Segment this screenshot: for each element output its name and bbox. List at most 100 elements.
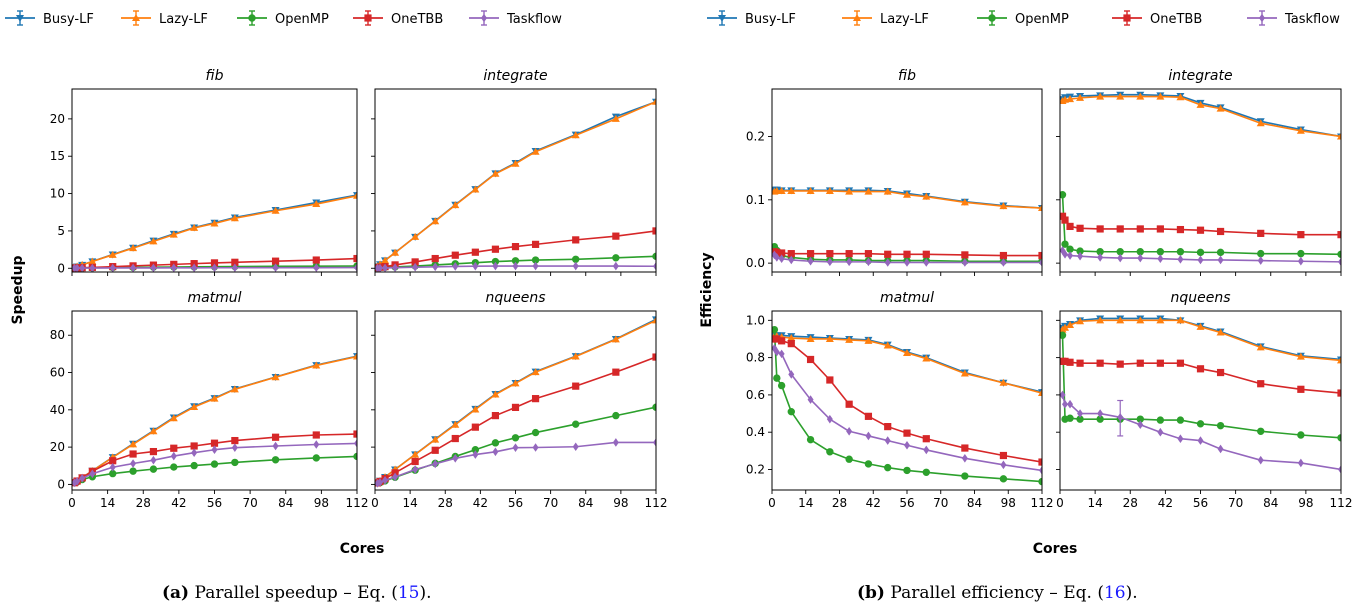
data-point-openmp xyxy=(231,458,239,467)
data-point-openmp xyxy=(531,428,540,437)
legend-label: Taskflow xyxy=(1284,12,1340,27)
data-point-lazy-lf xyxy=(1066,320,1075,328)
data-point-lazy-lf xyxy=(312,361,321,369)
data-point-onetbb xyxy=(312,431,320,439)
data-point-openmp xyxy=(572,420,580,428)
data-point-taskflow xyxy=(89,263,96,273)
data-point-onetbb xyxy=(471,423,479,431)
data-point-onetbb xyxy=(1076,359,1084,367)
data-point-lazy-lf xyxy=(411,232,420,240)
data-point-lazy-lf xyxy=(1116,92,1125,100)
data-point-taskflow xyxy=(354,439,357,448)
data-point-taskflow xyxy=(492,447,499,457)
data-point-openmp xyxy=(1061,240,1069,248)
data-point-lazy-lf xyxy=(1176,316,1185,324)
data-point-taskflow xyxy=(412,465,419,474)
data-point-lazy-lf xyxy=(864,187,873,195)
data-point-onetbb xyxy=(773,248,781,256)
data-point-lazy-lf xyxy=(571,352,580,360)
data-point-taskflow xyxy=(807,256,814,266)
data-point-openmp xyxy=(572,255,580,264)
y-axis-label-efficiency: Efficiency xyxy=(699,252,715,327)
data-point-lazy-lf xyxy=(271,206,280,214)
data-point-taskflow xyxy=(1197,436,1204,445)
data-point-taskflow xyxy=(354,263,357,272)
data-point-taskflow xyxy=(778,254,785,264)
caption-a: (a) Parallel speedup – Eq. (15). xyxy=(162,583,432,603)
data-point-lazy-lf xyxy=(845,187,854,195)
data-point-taskflow xyxy=(452,262,459,271)
panel-title-efficiency-integrate: integrate xyxy=(1168,68,1232,84)
data-point-lazy-lf xyxy=(210,219,219,227)
data-point-onetbb xyxy=(511,403,520,411)
data-point-openmp xyxy=(772,325,779,334)
data-point-taskflow xyxy=(313,440,320,449)
panel-speedup-integrate: integrate xyxy=(371,68,657,276)
data-point-taskflow xyxy=(452,454,459,463)
data-point-lazy-lf xyxy=(845,335,854,343)
legend-label: Lazy-LF xyxy=(880,12,929,27)
panel-frame xyxy=(71,310,358,491)
caption-b-tag: (b) xyxy=(857,583,885,603)
data-point-openmp xyxy=(190,461,198,470)
data-point-taskflow xyxy=(772,250,778,260)
legend-marker xyxy=(364,14,372,22)
caption-a-reference-link[interactable]: 15 xyxy=(397,583,420,603)
data-point-openmp xyxy=(1060,191,1067,199)
data-point-onetbb xyxy=(312,256,320,264)
data-point-lazy-lf xyxy=(149,237,158,245)
x-tick-label: 0 xyxy=(768,496,776,510)
caption-a-tag: (a) xyxy=(162,583,190,603)
x-tick-label: 112 xyxy=(1031,496,1054,510)
data-point-taskflow xyxy=(231,443,238,452)
data-point-onetbb xyxy=(652,353,656,361)
data-point-onetbb xyxy=(961,251,969,259)
x-tick-label: 70 xyxy=(1228,496,1243,510)
data-point-lazy-lf xyxy=(1136,316,1145,324)
data-point-taskflow xyxy=(472,261,479,271)
x-tick-label: 112 xyxy=(645,496,668,510)
data-point-lazy-lf xyxy=(1256,343,1265,351)
series-line-lazy-lf xyxy=(377,100,656,267)
data-point-onetbb xyxy=(1066,222,1074,231)
legend-label: OpenMP xyxy=(275,12,329,27)
data-point-taskflow xyxy=(1097,253,1104,262)
data-point-lazy-lf xyxy=(1216,328,1225,336)
data-point-onetbb xyxy=(1257,229,1265,237)
x-tick-label: 14 xyxy=(1087,496,1102,510)
data-point-lazy-lf xyxy=(806,334,815,342)
data-point-onetbb xyxy=(1060,212,1067,220)
data-point-onetbb xyxy=(1066,358,1074,366)
data-point-taskflow xyxy=(923,445,930,455)
data-point-taskflow xyxy=(904,440,910,450)
data-point-onetbb xyxy=(231,258,239,266)
caption-b-reference-link[interactable]: 16 xyxy=(1103,583,1126,603)
data-point-lazy-lf xyxy=(88,257,97,265)
x-axis-label-cores-b: Cores xyxy=(1033,541,1078,557)
data-point-lazy-lf xyxy=(353,191,357,199)
data-point-lazy-lf xyxy=(922,354,931,362)
data-point-onetbb xyxy=(353,430,357,438)
data-point-openmp xyxy=(1156,416,1165,424)
data-point-taskflow xyxy=(79,263,86,273)
data-point-onetbb xyxy=(491,412,500,420)
data-point-onetbb xyxy=(922,250,930,258)
panel-efficiency-matmul: matmul 0 14 28 42 56 70 84 98 112 0.2 0.4 0.6 0.8 1.0 xyxy=(746,290,1054,510)
legend-label: Taskflow xyxy=(506,12,562,27)
data-point-lazy-lf xyxy=(1296,126,1305,134)
y-tick-label: 0.6 xyxy=(746,388,765,402)
data-point-onetbb xyxy=(903,250,911,258)
data-point-openmp xyxy=(1176,248,1185,256)
caption-b: (b) Parallel efficiency – Eq. (16). xyxy=(857,583,1138,603)
x-tick-label: 56 xyxy=(899,496,914,510)
data-point-taskflow xyxy=(846,426,853,436)
y-tick-label: 0.4 xyxy=(746,425,765,439)
data-point-openmp xyxy=(1257,249,1265,258)
data-point-taskflow xyxy=(1338,257,1341,267)
panel-title-efficiency-fib: fib xyxy=(898,68,916,84)
data-point-onetbb xyxy=(531,395,540,403)
data-point-onetbb xyxy=(884,250,892,258)
data-point-lazy-lf xyxy=(431,435,440,443)
data-point-lazy-lf xyxy=(825,186,834,194)
data-point-taskflow xyxy=(807,395,814,404)
